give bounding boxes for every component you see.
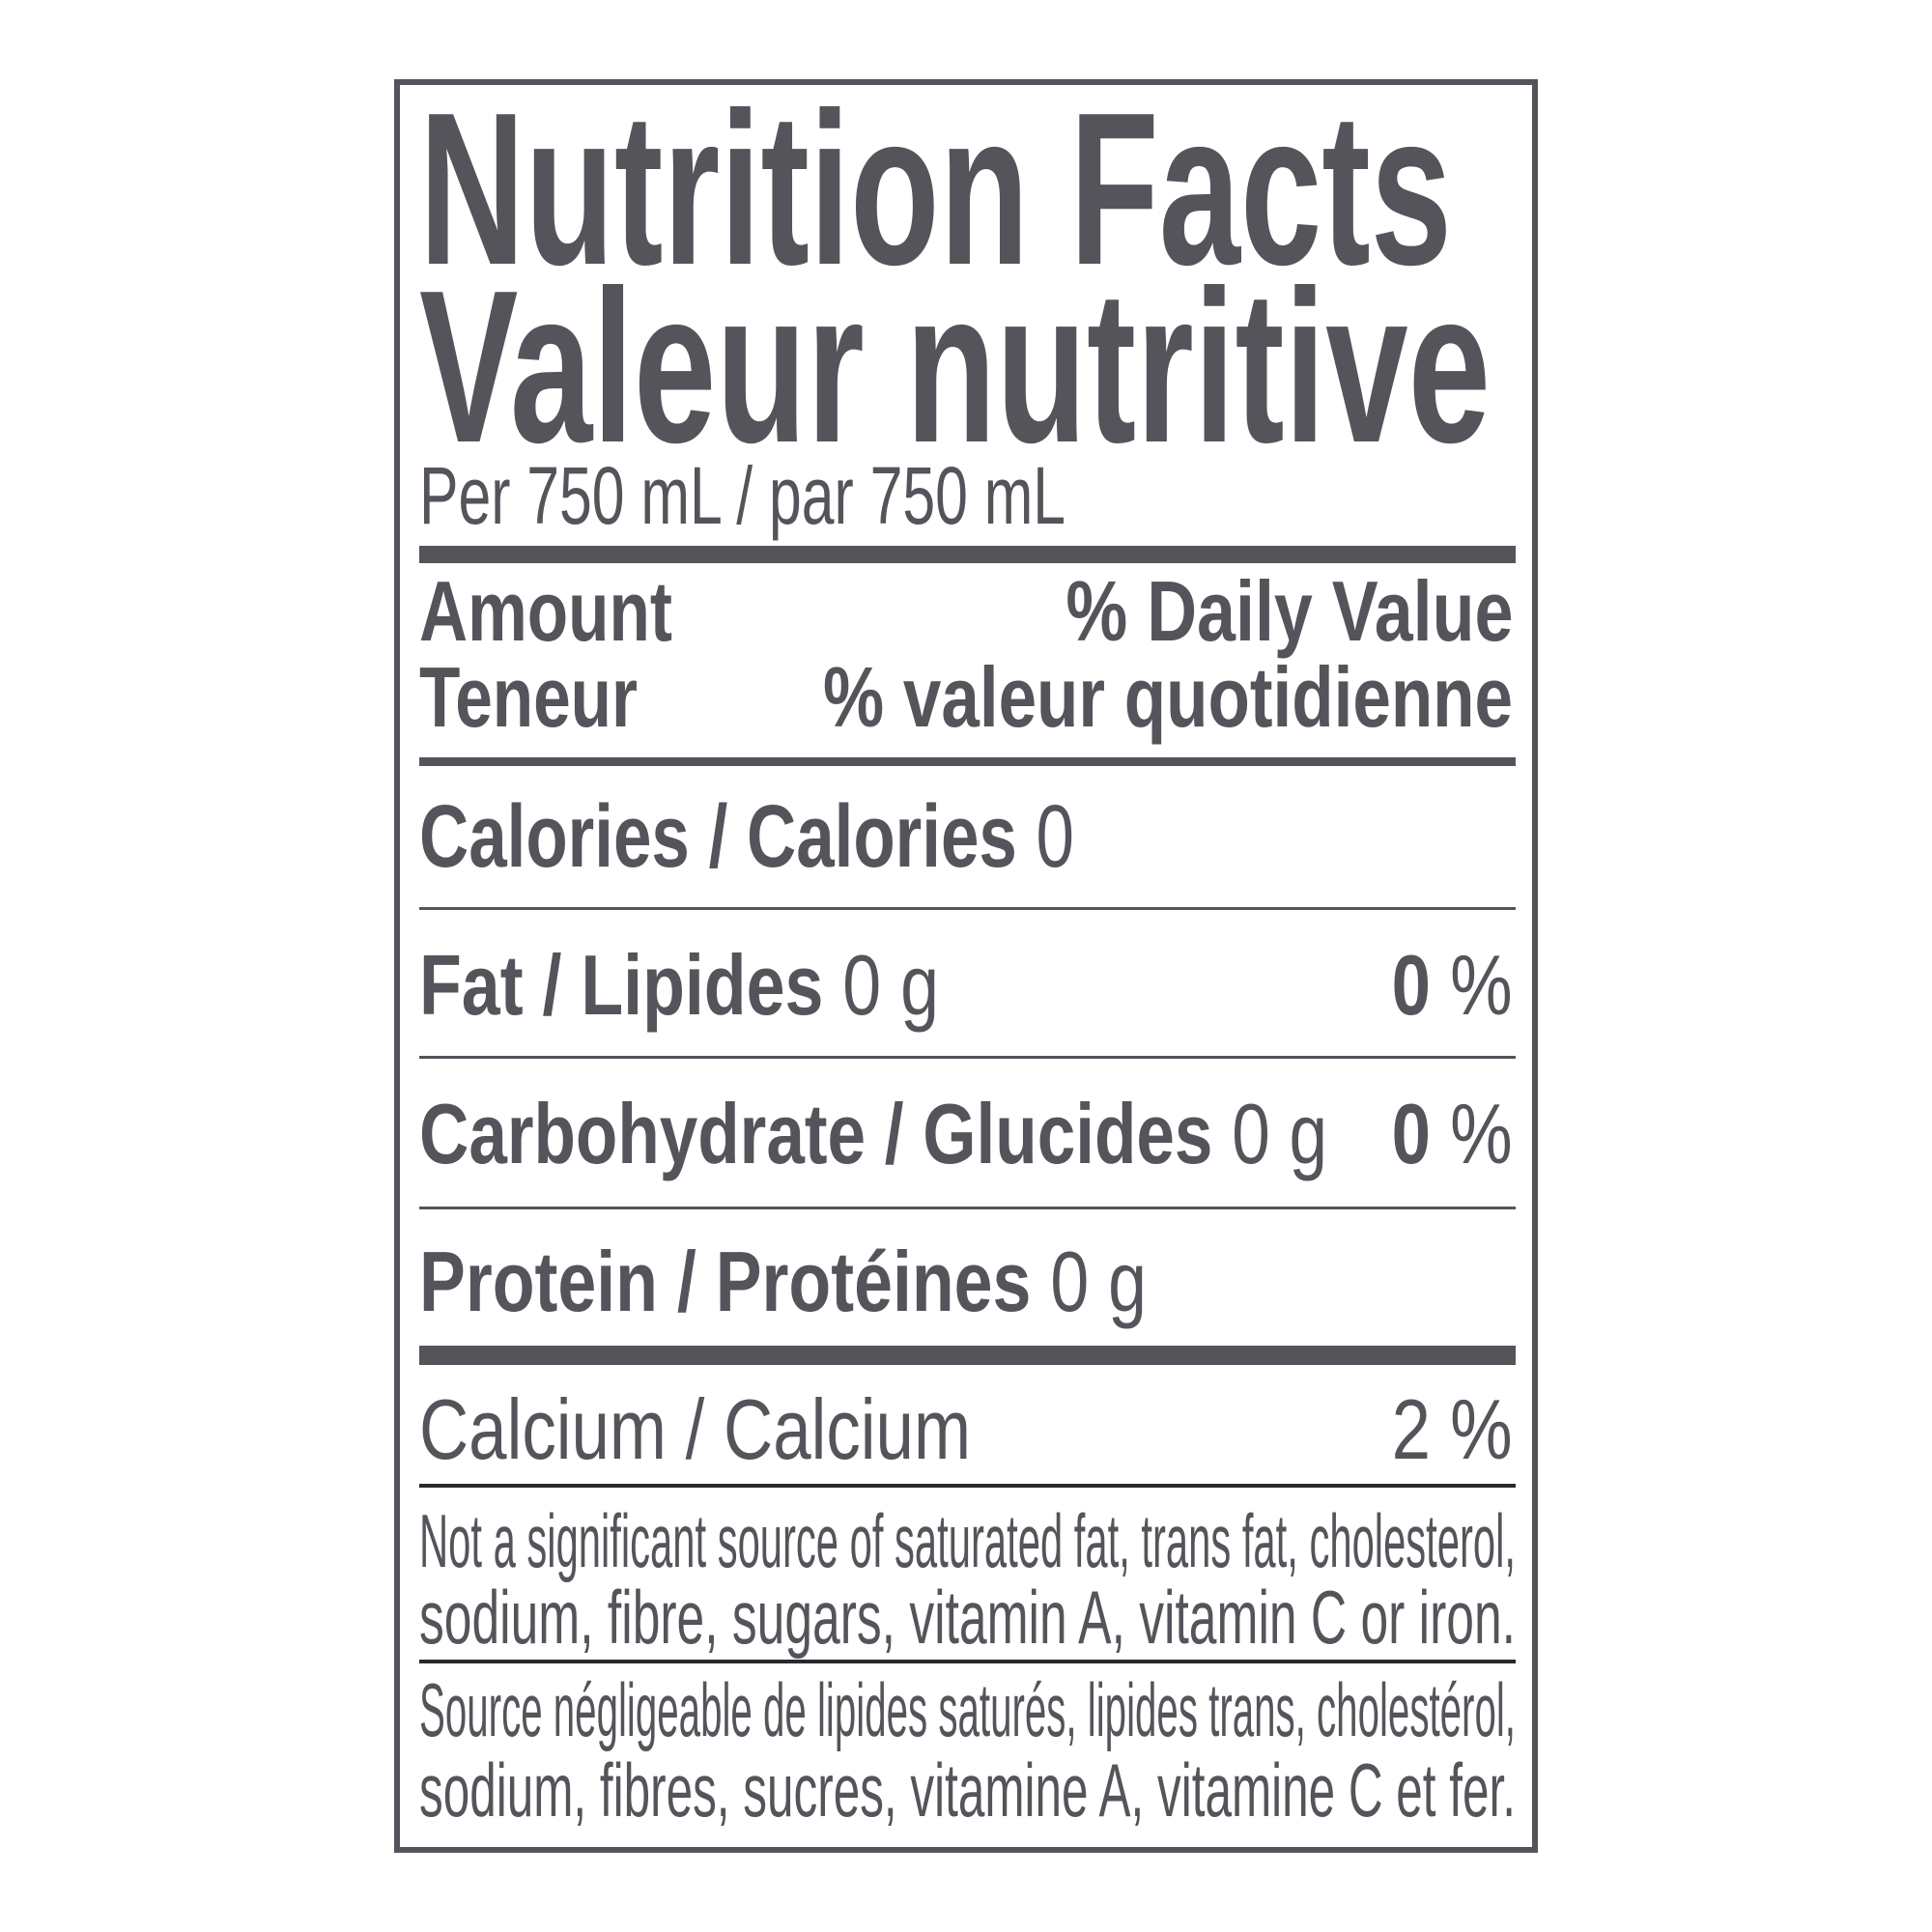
calories-row: Calories / Calories 0 bbox=[419, 792, 1074, 881]
amount-header-en: Amount bbox=[419, 563, 672, 659]
footnote-fr-line-2: sodium, fibres, sucres, vitamine A, vita… bbox=[419, 1747, 1516, 1833]
divider bbox=[419, 1207, 1516, 1209]
footnote-en-line-2: sodium, fibre, sugars, vitamin A, vitami… bbox=[419, 1575, 1516, 1660]
thick-divider bbox=[419, 1346, 1516, 1365]
calcium-daily-value: 2 % bbox=[1392, 1381, 1513, 1477]
divider bbox=[419, 1056, 1516, 1059]
fat-row: Fat / Lipides 0 g bbox=[419, 943, 939, 1028]
nutrient-label: Carbohydrate / Glucides bbox=[419, 1086, 1213, 1181]
carbohydrate-daily-value: 0 % bbox=[1392, 1092, 1513, 1177]
divider bbox=[419, 1484, 1516, 1488]
footnote-en-line-1: Not a significant source of saturated fa… bbox=[419, 1498, 1516, 1583]
nutrient-label: Calories / Calories bbox=[419, 787, 1017, 886]
nutrient-label: Protein / Protéines bbox=[419, 1234, 1032, 1329]
nutrient-amount: 0 g bbox=[842, 937, 939, 1033]
nutrition-facts-panel bbox=[394, 79, 1538, 1853]
amount-header-fr: Teneur bbox=[419, 649, 638, 745]
divider bbox=[419, 1660, 1516, 1663]
nutrient-label: Fat / Lipides bbox=[419, 937, 824, 1033]
serving-size: Per 750 mL / par 750 mL bbox=[419, 450, 1065, 541]
protein-row: Protein / Protéines 0 g bbox=[419, 1239, 1147, 1324]
dv-value: 0 bbox=[1392, 937, 1432, 1033]
daily-value-header-fr: % valeur quotidienne bbox=[823, 649, 1513, 745]
divider bbox=[419, 757, 1516, 766]
divider bbox=[419, 907, 1516, 910]
nutrient-amount: 0 g bbox=[1232, 1086, 1327, 1181]
nutrient-amount: 0 bbox=[1036, 787, 1074, 886]
nutrient-amount: 0 g bbox=[1050, 1234, 1147, 1329]
daily-value-header-en: % Daily Value bbox=[1065, 563, 1513, 659]
title-fr: Valeur nutritive bbox=[419, 244, 1491, 488]
carbohydrate-row: Carbohydrate / Glucides 0 g bbox=[419, 1092, 1327, 1177]
dv-unit: % bbox=[1450, 937, 1513, 1033]
dv-value: 0 bbox=[1392, 1086, 1432, 1181]
calcium-label: Calcium / Calcium bbox=[419, 1381, 971, 1477]
dv-unit: % bbox=[1450, 1086, 1513, 1181]
title-en: Nutrition Facts bbox=[419, 67, 1452, 310]
fat-daily-value: 0 % bbox=[1392, 943, 1513, 1028]
footnote-fr-line-1: Source négligeable de lipides saturés, l… bbox=[419, 1667, 1516, 1752]
thick-divider bbox=[419, 546, 1516, 563]
